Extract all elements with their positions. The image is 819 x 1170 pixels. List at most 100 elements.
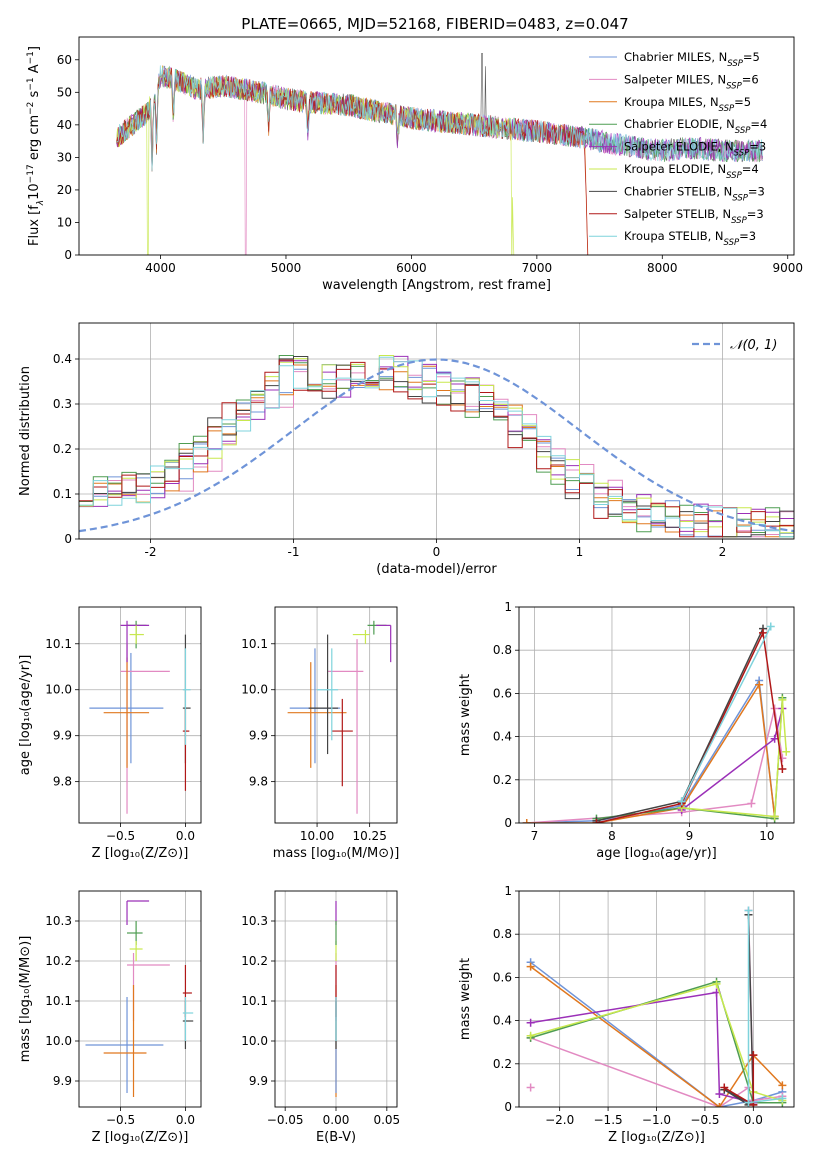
weight-line-2 [530,965,783,1107]
y-tick-label: 0.3 [53,397,72,411]
x-tick-label: −1.0 [642,1113,671,1127]
weight-vs-z-marks [526,906,787,1107]
y-tick-label: 10.0 [241,1034,268,1048]
x-tick-label: 10.25 [352,829,386,843]
y-axis-label: mass [log₁₀(M/M⊙)] [18,936,33,1063]
mass-vs-z-panel: −0.5 0.0 9.9 10.0 10.1 10.2 10.3 Z [log₁₀(Z/Z⊙)… [18,890,202,1145]
y-tick-label: 10.1 [45,637,72,651]
y-tick-label: 0.1 [53,487,72,501]
x-tick-label: 8000 [647,261,678,275]
x-axis-label: wavelength [Angstrom, rest frame] [322,278,551,293]
point-marker [715,1090,724,1099]
x-tick-label: 1 [576,545,584,559]
x-tick-label: 8 [608,829,616,843]
y-tick-label: 20 [57,183,72,197]
x-axis-label: Z [log₁₀(Z/Z⊙)] [92,846,189,861]
point-marker [778,754,787,763]
y-tick-label: 40 [57,118,72,132]
y-tick-label: 0.4 [53,352,72,366]
plot-frame [518,606,795,824]
residuals-panel: -2 -1 0 1 2 0 0.1 0.2 0.3 0.4 (data-model)/error No… [18,322,795,577]
y-axis-label: mass weight [458,674,473,756]
x-tick-label: −0.5 [106,829,135,843]
x-tick-label: 0.0 [744,1113,763,1127]
x-tick-label: −0.05 [267,1113,304,1127]
spectrum-line-2 [116,65,589,255]
x-tick-label: 2 [719,545,727,559]
x-tick-label: -2 [145,545,157,559]
point-marker [749,1051,758,1060]
residuals-marks [79,355,794,538]
plots-layer: 4000 5000 6000 7000 8000 90000102030405060wav… [18,36,803,1145]
plot-frame [518,890,795,1108]
plot-frame [78,606,202,824]
x-tick-label: 10.00 [300,829,334,843]
x-tick-label: 10 [759,829,774,843]
point-marker [759,628,768,637]
point-marker [766,622,775,631]
weight-line-4 [530,991,754,1104]
point-marker [770,734,779,743]
y-tick-label: 9.9 [249,729,268,743]
legend-entry: Salpeter MILES, NSSP=6 [624,72,759,91]
weight-line-2 [526,682,776,823]
x-tick-label: 0.05 [373,1113,400,1127]
x-tick-label: 9000 [772,261,803,275]
point-marker [715,1103,724,1107]
x-tick-label: 9 [686,829,694,843]
y-tick-label: 0.6 [493,686,512,700]
y-axis-label: age [log₁₀(age/yr)] [18,655,33,776]
y-tick-label: 0.2 [493,773,512,787]
point-marker [677,797,686,806]
y-tick-label: 10.3 [45,914,72,928]
y-tick-label: 0.4 [493,1014,512,1028]
y-tick-label: 9.8 [249,775,268,789]
x-axis-label: mass [log₁₀(M/M⊙)] [273,846,400,861]
x-tick-label: 0.0 [176,829,195,843]
histogram-8 [79,356,794,538]
point-marker [522,819,531,823]
weight-line-6 [723,914,755,1107]
point-marker [744,1098,753,1107]
plot-frame [78,322,795,540]
age-vs-mass-marks [287,620,392,814]
point-marker [778,695,787,704]
x-axis-label: (data-model)/error [376,562,497,577]
legend-entry: Chabrier ELODIE, NSSP=4 [624,117,767,136]
y-tick-label: 10.3 [241,914,268,928]
y-axis-label: mass weight [458,958,473,1040]
age-vs-mass-panel: 10.00 10.25 9.8 9.9 10.0 10.1 mass [log₁₀(M/M⊙… [241,606,400,861]
age-vs-z-marks [89,620,191,814]
age-vs-z-panel: −0.5 0.0 9.8 9.9 10.0 10.1 Z [log₁₀(Z/Z⊙)] age … [18,606,202,861]
y-tick-label: 9.8 [53,775,72,789]
weight-vs-z-panel: −2.0 −1.5 −1.0 −0.5 0.0 0 0.2 0.4 0.6 0.8 1 Z [log₁… [458,884,795,1145]
mass-vs-z-marks [85,900,194,1097]
point-marker [778,765,787,773]
y-axis-label: Flux [fλ10−17 erg cm−2 s−1 A−1] [26,46,46,246]
histogram-6 [79,356,794,538]
weight-vs-age-marks [522,622,791,823]
legend-entry: Chabrier MILES, NSSP=5 [624,50,760,69]
spectrum-line-8 [116,65,763,172]
y-tick-label: 9.9 [53,1074,72,1088]
y-tick-label: 0 [64,532,72,546]
x-axis-label: age [log₁₀(age/yr)] [596,846,717,861]
weight-line-1 [526,708,784,823]
legend-entry: Kroupa STELIB, NSSP=3 [624,229,756,248]
x-tick-label: -1 [288,545,300,559]
x-tick-label: 6000 [396,261,427,275]
y-tick-label: 0.4 [493,730,512,744]
x-tick-label: −2.0 [545,1113,574,1127]
x-axis-label: E(B-V) [316,1130,356,1145]
weight-line-0 [526,678,776,823]
figure-title: PLATE=0665, MJD=52168, FIBERID=0483, z=0… [241,15,628,33]
y-tick-label: 50 [57,85,72,99]
spectrum-marks [116,53,763,255]
legend-entry: Chabrier STELIB, NSSP=3 [624,184,765,203]
y-tick-label: 0 [504,816,512,830]
point-marker [782,747,791,756]
y-tick-label: 0.2 [53,442,72,456]
y-tick-label: 10.2 [45,954,72,968]
plot-frame [274,606,398,824]
y-tick-label: 10.0 [45,683,72,697]
